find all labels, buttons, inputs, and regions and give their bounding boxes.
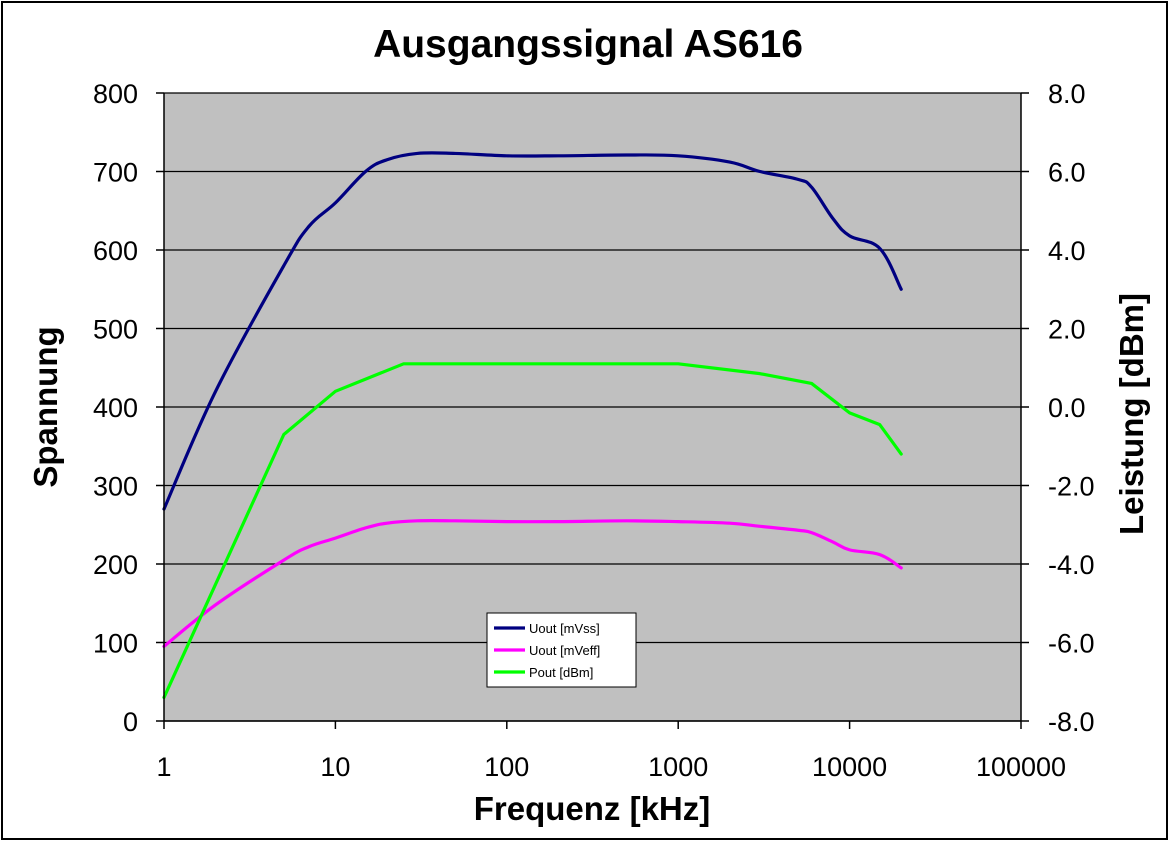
x-tick-label: 10000 <box>812 752 887 782</box>
y2-tick-label: -8.0 <box>1048 707 1095 737</box>
series-layer <box>162 151 903 700</box>
y-tick-label: 800 <box>93 79 138 109</box>
y-tick-label: 400 <box>93 393 138 423</box>
series-line-pout-dbm <box>162 362 903 700</box>
x-tick-label: 1 <box>156 752 171 782</box>
y2-tick-label: -2.0 <box>1048 472 1095 502</box>
legend-label: Uout [mVeff] <box>529 643 600 658</box>
x-tick-label: 10 <box>320 752 350 782</box>
y2-tick-label: -6.0 <box>1048 629 1095 659</box>
x-tick-label: 100000 <box>976 752 1066 782</box>
y-tick-label: 500 <box>93 315 138 345</box>
legend-label: Uout [mVss] <box>529 621 600 636</box>
legend: Uout [mVss] Uout [mVeff] Pout [dBm] <box>486 612 637 688</box>
axes-layer: 0 100 200 300 400 500 600 700 800 -8.0 -6.0 -4.0 -2.… <box>93 79 1095 782</box>
x-tick-label: 1000 <box>648 752 708 782</box>
y-tick-label: 100 <box>93 629 138 659</box>
y2-tick-label: 4.0 <box>1048 236 1086 266</box>
series-line-uout-mvss <box>162 151 903 511</box>
y-tick-label: 200 <box>93 550 138 580</box>
y-tick-label: 0 <box>123 707 138 737</box>
chart-title: Ausgangssignal AS616 <box>373 23 803 66</box>
legend-label: Pout [dBm] <box>529 665 593 680</box>
y2-tick-label: 2.0 <box>1048 315 1086 345</box>
y2-tick-label: 0.0 <box>1048 393 1086 423</box>
x-axis-title: Frequenz [kHz] <box>474 790 711 827</box>
y2-tick-label: -4.0 <box>1048 550 1095 580</box>
y-tick-label: 700 <box>93 158 138 188</box>
gridlines <box>164 92 1021 722</box>
y2-axis-title: Leistung [dBm] <box>1113 293 1150 535</box>
y-tick-label: 600 <box>93 236 138 266</box>
y2-tick-label: 6.0 <box>1048 158 1086 188</box>
y-axis-title: Spannung <box>27 326 64 487</box>
series-line-uout-mveff <box>162 519 903 649</box>
y2-tick-label: 8.0 <box>1048 79 1086 109</box>
y-tick-label: 300 <box>93 472 138 502</box>
x-tick-label: 100 <box>484 752 529 782</box>
